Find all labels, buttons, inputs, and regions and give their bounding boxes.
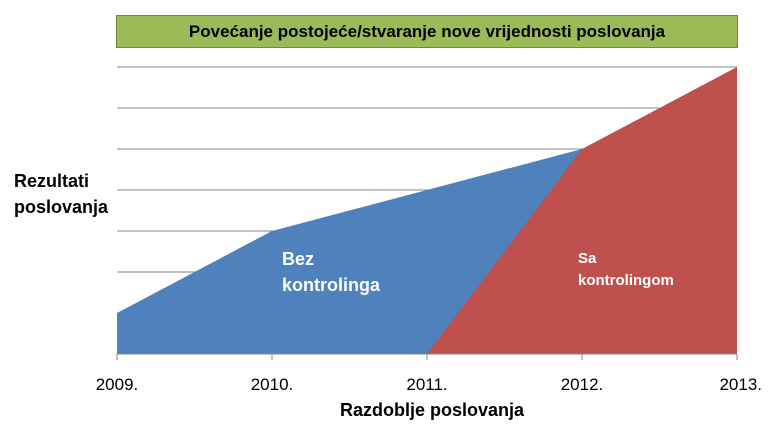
- series-label-sa-kontrolingom: Sa kontrolingom: [578, 248, 674, 292]
- series-label-line2: kontrolingom: [578, 272, 674, 289]
- series-label-line1: Sa: [578, 250, 597, 267]
- x-tick-label: 2011.: [406, 375, 447, 394]
- chart-title: Povećanje postojeće/stvaranje nove vrije…: [116, 15, 738, 48]
- series-label-bez-kontrolinga: Bez kontrolinga: [282, 246, 380, 298]
- x-axis-label: Razdoblje poslovanja: [340, 400, 525, 420]
- x-tick-label: 2012.: [561, 375, 604, 394]
- x-axis: 2009. 2010. 2011. 2012. 2013.: [96, 353, 762, 394]
- x-tick-label: 2010.: [251, 375, 294, 394]
- series-label-line1: Bez: [282, 249, 315, 269]
- areas: [117, 67, 737, 354]
- y-axis-label-line1: Rezultati: [14, 171, 90, 191]
- y-axis-label: Rezultati poslovanja: [14, 168, 110, 220]
- series-label-line2: kontrolinga: [282, 275, 380, 295]
- x-tick-label: 2009.: [96, 375, 139, 394]
- x-tick-label: 2013.: [719, 375, 762, 394]
- y-axis-label-line2: poslovanja: [14, 197, 109, 217]
- series-area-1: [427, 67, 737, 354]
